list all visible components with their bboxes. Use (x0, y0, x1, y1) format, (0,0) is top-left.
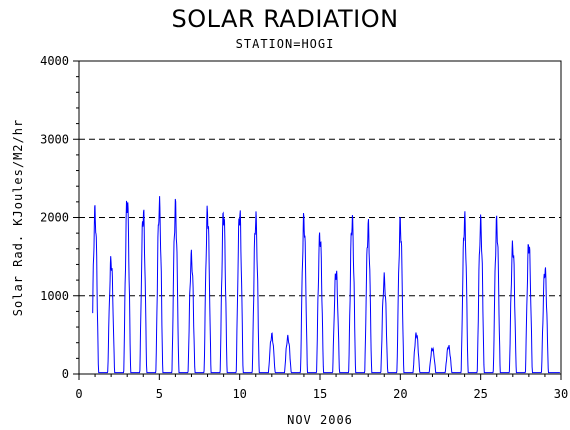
x-tick-label-20: 20 (393, 387, 407, 401)
grid-layer (79, 60, 561, 297)
chart-subtitle: STATION=HOGI (235, 37, 335, 51)
x-tick-label-15: 15 (313, 387, 327, 401)
y-tick-label-4000: 4000 (40, 54, 69, 68)
x-axis-label: NOV 2006 (287, 413, 353, 427)
x-tick-label-5: 5 (156, 387, 163, 401)
y-tick-label-3000: 3000 (40, 132, 69, 146)
y-axis-label: Solar Rad. KJoules/M2/hr (11, 119, 25, 316)
x-tick-label-25: 25 (473, 387, 487, 401)
series-layer (92, 196, 560, 374)
x-tick-label-0: 0 (75, 387, 82, 401)
x-tick-label-10: 10 (232, 387, 246, 401)
x-tick-label-30: 30 (554, 387, 568, 401)
y-tick-label-0: 0 (62, 367, 69, 381)
ticks-layer: 0 5 10 15 20 25 30 0 1000 2000 3000 4000 (40, 54, 568, 401)
chart-title: SOLAR RADIATION (171, 5, 399, 33)
series-line (92, 196, 560, 374)
y-tick-label-1000: 1000 (40, 289, 69, 303)
y-tick-label-2000: 2000 (40, 211, 69, 225)
